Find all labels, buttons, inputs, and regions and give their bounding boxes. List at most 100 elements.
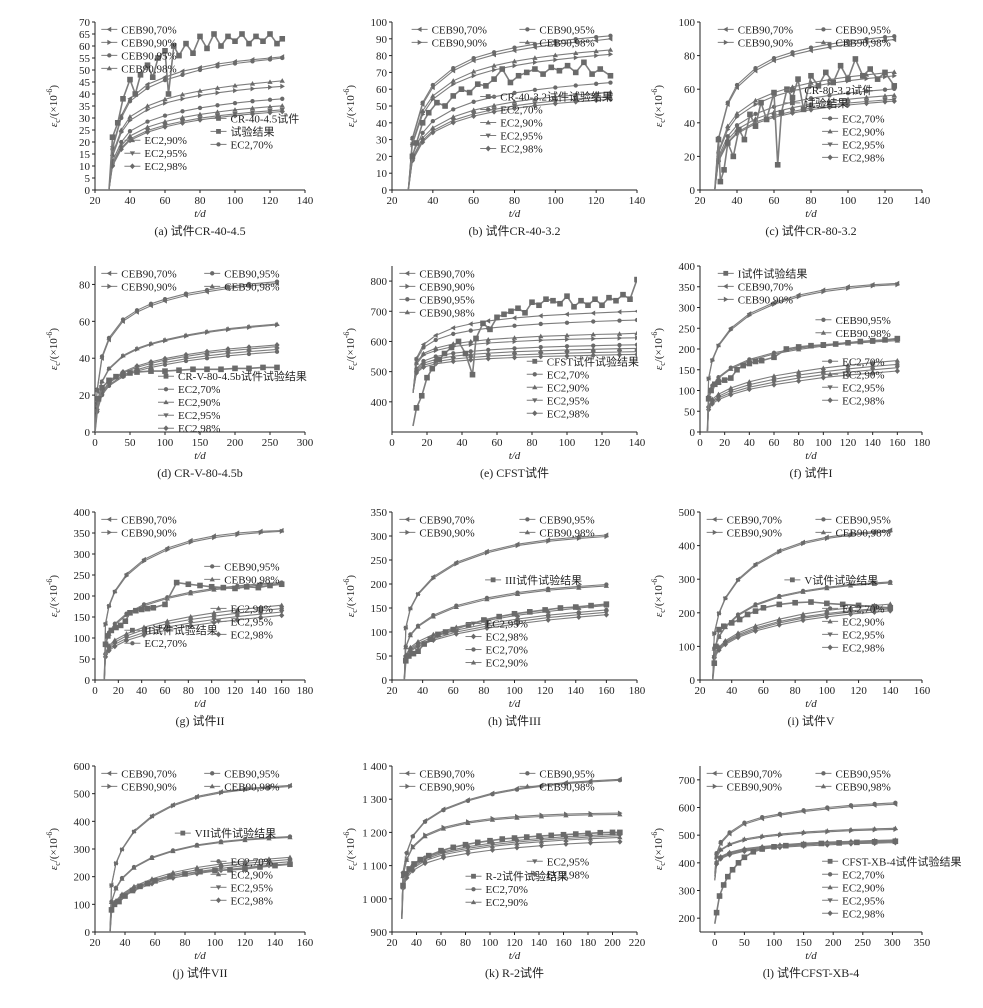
panel-caption: (e) CFST试件: [480, 465, 549, 480]
data-point: [795, 344, 802, 350]
x-tick-label: 20: [387, 195, 399, 207]
data-point: [416, 591, 421, 598]
data-point: [620, 291, 626, 298]
data-point: [441, 350, 448, 357]
data-point: [133, 607, 139, 614]
data-point: [134, 369, 140, 375]
legend-marker: [210, 564, 215, 569]
legend-marker: [471, 873, 476, 879]
data-point: [109, 882, 115, 889]
data-point: [871, 603, 878, 610]
panel-caption: (g) 试件II: [176, 713, 225, 728]
legend-marker: [532, 859, 538, 864]
x-tick-label: 160: [598, 685, 615, 697]
data-point: [402, 871, 409, 877]
data-point: [734, 82, 740, 88]
legend-label: CEB90,70%: [727, 514, 782, 526]
data-point: [882, 37, 887, 44]
data-point: [491, 108, 497, 115]
data-point: [279, 36, 286, 42]
data-point: [608, 51, 614, 57]
plot-area: [714, 34, 898, 190]
y-tick-label: 0: [85, 675, 91, 687]
series-3: [108, 834, 293, 932]
data-point: [144, 880, 151, 887]
data-point: [591, 336, 596, 342]
data-point: [112, 637, 118, 643]
y-tick-label: 400: [74, 816, 91, 828]
y-tick-label: 200: [371, 579, 388, 591]
legend-label: EC2,95%: [144, 148, 186, 160]
data-point: [170, 869, 176, 875]
data-point: [514, 787, 520, 792]
plot-area: [402, 532, 610, 680]
data-point: [800, 829, 807, 835]
data-point: [545, 617, 551, 623]
series-5: [108, 103, 285, 190]
data-point: [852, 56, 859, 62]
data-point: [246, 349, 252, 355]
data-point: [485, 318, 491, 324]
data-point: [722, 641, 729, 648]
x-tick-label: 60: [758, 685, 770, 697]
data-point: [427, 636, 434, 642]
legend-label: CEB90,95%: [224, 561, 279, 573]
data-point: [218, 43, 224, 49]
data-point: [887, 604, 894, 611]
data-point: [882, 87, 888, 92]
data-point: [735, 634, 741, 641]
data-point: [413, 405, 420, 411]
data-point: [532, 42, 538, 47]
data-point: [891, 92, 897, 98]
legend-top-left: CEB90,70%CEB90,90%: [399, 514, 475, 539]
data-point: [468, 328, 473, 333]
legend-marker: [470, 659, 477, 665]
data-point: [433, 337, 438, 343]
x-tick-label: 100: [227, 195, 244, 207]
data-point: [484, 596, 490, 602]
data-point: [118, 127, 124, 132]
legend-marker: [486, 107, 491, 112]
data-point: [752, 358, 759, 365]
x-tick-label: 180: [580, 937, 597, 949]
y-tick-label: 25: [79, 125, 91, 137]
data-point: [197, 67, 203, 73]
data-point: [744, 611, 751, 618]
data-point: [882, 34, 888, 40]
data-point: [723, 596, 729, 602]
data-point: [848, 605, 854, 610]
data-point: [753, 562, 759, 569]
data-point: [808, 96, 814, 101]
data-point: [243, 787, 248, 793]
data-point: [239, 31, 245, 37]
legend-label: CEB90,98%: [835, 37, 890, 49]
x-axis-label: t/d: [805, 450, 817, 462]
data-point: [592, 296, 598, 302]
data-point: [512, 45, 517, 50]
legend-label: CEB90,90%: [727, 527, 782, 539]
x-tick-label: 60: [436, 937, 448, 949]
plot-area: [108, 782, 293, 932]
legend-label: CEB90,70%: [727, 768, 782, 780]
x-tick-label: 80: [183, 685, 195, 697]
y-tick-label: 50: [376, 101, 388, 113]
legend-label: EC2,70%: [231, 139, 273, 151]
data-point: [170, 848, 176, 854]
data-point: [415, 648, 421, 654]
data-point: [163, 100, 168, 106]
data-point: [119, 876, 125, 881]
series-4: [108, 96, 285, 190]
data-point: [887, 601, 893, 606]
data-point: [514, 815, 520, 820]
data-point: [453, 604, 459, 609]
data-point: [421, 345, 426, 350]
data-point: [760, 604, 767, 611]
legend-label: EC2,70%: [547, 369, 589, 381]
data-point: [728, 385, 734, 390]
data-point: [882, 98, 888, 105]
data-point: [162, 368, 168, 374]
data-point: [204, 348, 210, 355]
legend-label: CEB90,95%: [539, 514, 594, 526]
series-2: [108, 55, 285, 190]
data-point: [468, 349, 473, 354]
